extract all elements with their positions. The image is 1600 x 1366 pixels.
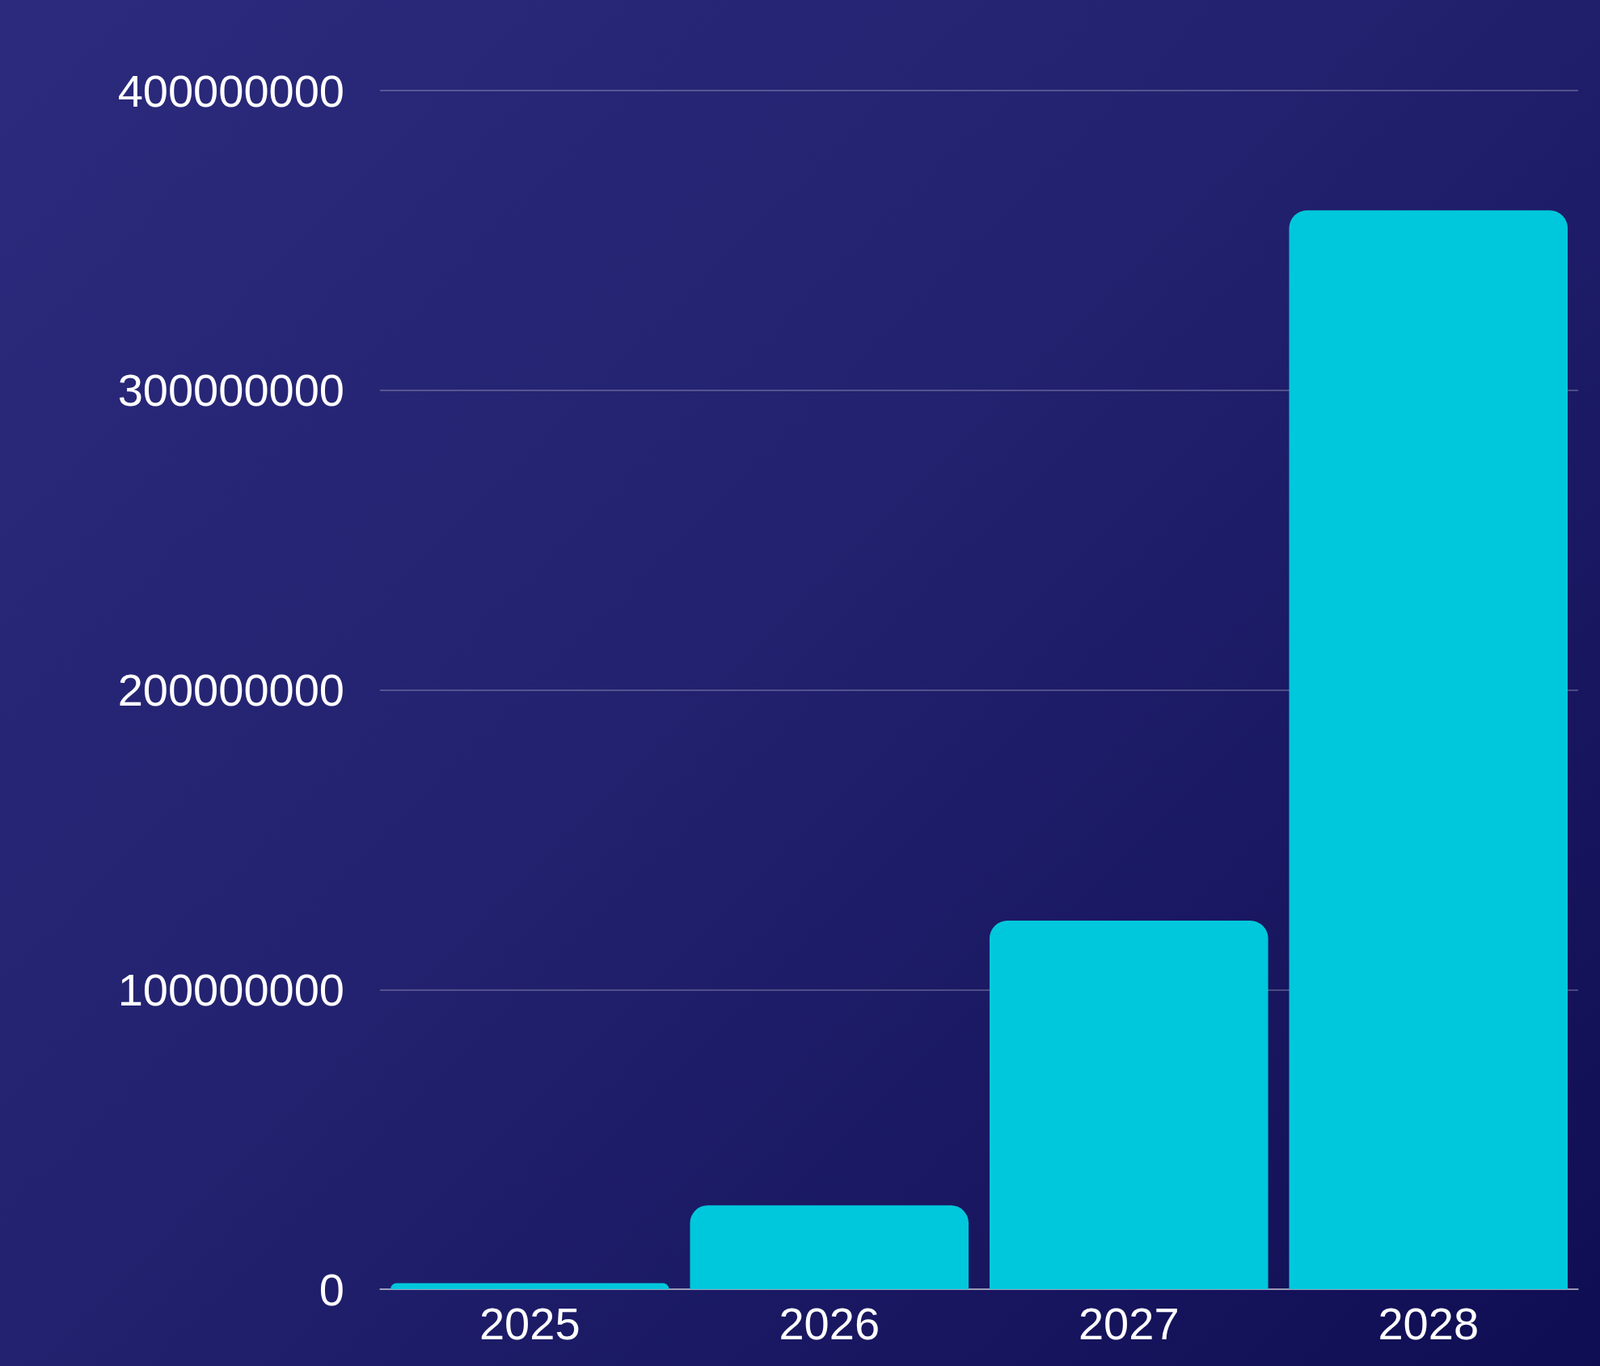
- svg-text:2027: 2027: [1078, 1298, 1180, 1350]
- svg-text:2026: 2026: [778, 1298, 880, 1350]
- svg-text:2028: 2028: [1377, 1298, 1479, 1350]
- svg-text:100000000: 100000000: [118, 964, 345, 1016]
- svg-text:0: 0: [319, 1264, 345, 1316]
- svg-text:2025: 2025: [479, 1298, 581, 1350]
- svg-text:300000000: 300000000: [118, 364, 345, 416]
- svg-text:200000000: 200000000: [118, 664, 345, 716]
- svg-text:400000000: 400000000: [118, 65, 345, 117]
